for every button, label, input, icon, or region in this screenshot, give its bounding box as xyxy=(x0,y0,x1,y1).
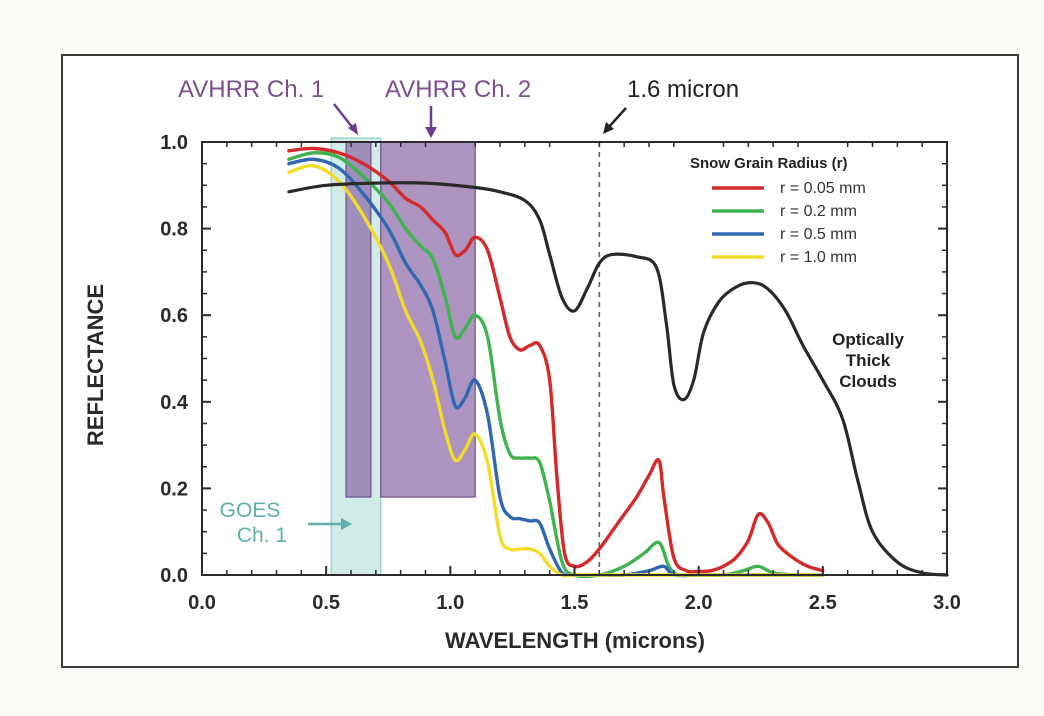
legend-label-r-0-2-mm: r = 0.2 mm xyxy=(780,203,857,220)
legend-title: Snow Grain Radius (r) xyxy=(690,155,848,172)
x-tick-label: 1.5 xyxy=(561,592,589,614)
clouds-label-line2: Thick xyxy=(846,351,891,370)
clouds-label-line3: Clouds xyxy=(839,372,897,391)
x-tick-label: 0.5 xyxy=(312,592,340,614)
avhrr-ch2-label: AVHRR Ch. 2 xyxy=(385,76,531,103)
micron-arrow-line xyxy=(607,107,627,129)
legend-label-r-0-5-mm: r = 0.5 mm xyxy=(780,226,857,243)
x-tick-label: 2.5 xyxy=(809,592,837,614)
legend-label-r-0-05-mm: r = 0.05 mm xyxy=(780,180,866,197)
y-tick-label: 0.0 xyxy=(160,565,188,587)
band-avhrr-ch-2 xyxy=(380,141,476,498)
micron-arrowhead xyxy=(603,122,614,134)
y-axis-title: REFLECTANCE xyxy=(83,284,108,446)
x-axis-title: WAVELENGTH (microns) xyxy=(445,628,705,653)
ticks-layer: 0.0 0.5 1.0 1.5 2.0 2.5 3.0 0.0 0.2 0.4 0.6 0.8 1.0 xyxy=(160,132,961,614)
legend-label-r-1-0-mm: r = 1.0 mm xyxy=(780,249,857,266)
goes-label-line1: GOES xyxy=(220,499,281,522)
goes-arrowhead xyxy=(341,518,352,530)
x-tick-label: 0.0 xyxy=(188,592,216,614)
figure-frame xyxy=(61,54,1019,668)
series-line-r-0-5-mm xyxy=(287,157,825,578)
legend: Snow Grain Radius (r) r = 0.05 mm r = 0.2… xyxy=(690,155,866,266)
x-tick-label: 2.0 xyxy=(685,592,713,614)
avhrr-ch1-label: AVHRR Ch. 1 xyxy=(178,76,324,103)
goes-label-line2: Ch. 1 xyxy=(237,524,287,547)
y-tick-label: 0.4 xyxy=(160,392,189,414)
legend-items: r = 0.05 mm r = 0.2 mm r = 0.5 mm r = 1.0 m… xyxy=(712,180,866,266)
clouds-label-line1: Optically xyxy=(832,330,904,349)
x-tick-label: 3.0 xyxy=(933,592,961,614)
y-tick-label: 1.0 xyxy=(160,132,188,154)
avhrr-ch1-arrowhead xyxy=(348,123,358,135)
annotations: AVHRR Ch. 1 AVHRR Ch. 2 1.6 micron GOES … xyxy=(178,76,904,547)
micron-line-label: 1.6 micron xyxy=(627,76,739,103)
y-tick-label: 0.8 xyxy=(160,219,188,241)
x-tick-label: 1.0 xyxy=(436,592,464,614)
y-tick-label: 0.2 xyxy=(160,478,188,500)
y-tick-label: 0.6 xyxy=(160,305,188,327)
avhrr-ch2-arrowhead xyxy=(425,127,437,138)
series-line-optically-thick-clouds xyxy=(287,181,949,577)
